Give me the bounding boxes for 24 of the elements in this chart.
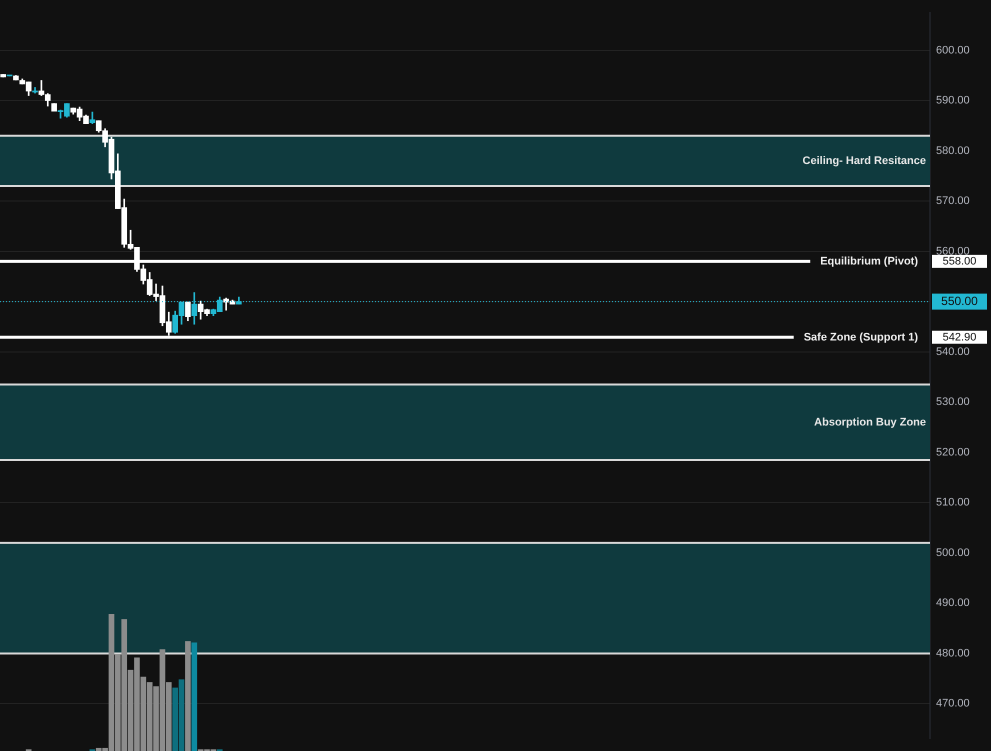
band-label: Absorption Buy Zone: [814, 416, 926, 428]
ref-line-label: Equilibrium (Pivot): [820, 255, 918, 268]
ref-line-label: 550.00: [941, 294, 978, 308]
ref-line-label: Safe Zone (Support 1): [804, 331, 918, 344]
text: 542.90: [942, 331, 976, 344]
y-tick-label: 500.00: [936, 546, 970, 559]
y-tick-label: 510.00: [936, 496, 970, 509]
y-tick-label: 490.00: [936, 597, 970, 610]
bar: [185, 641, 191, 751]
y-tick-label: 590.00: [936, 94, 970, 107]
y-tick-label: 600.00: [936, 44, 970, 56]
y-tick-label: 580.00: [936, 144, 970, 157]
y-tick-label: 480.00: [936, 647, 970, 660]
y-tick-label: 520.00: [936, 446, 970, 458]
band-label: Ceiling- Hard Resitance: [802, 154, 926, 167]
candlestick: [51, 103, 57, 112]
bar: [191, 642, 198, 751]
y-tick-label: 560.00: [936, 245, 970, 258]
y-tick-label: 530.00: [936, 396, 970, 408]
y-tick-label: 570.00: [936, 195, 970, 208]
y-tick-label: 470.00: [936, 698, 970, 710]
candlestick: [0, 74, 6, 78]
text: 558.00: [942, 255, 976, 268]
y-tick-label: 540.00: [936, 346, 970, 358]
